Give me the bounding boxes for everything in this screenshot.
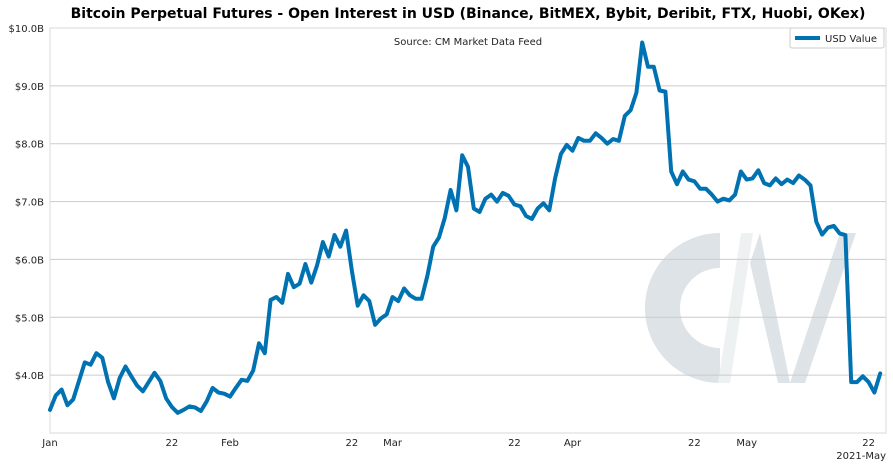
y-tick-label: $6.0B bbox=[15, 255, 44, 266]
y-tick-label: $5.0B bbox=[15, 313, 44, 324]
series-line-usd-value bbox=[48, 40, 883, 415]
x-tick-label: 22 bbox=[346, 438, 359, 449]
x-tick-label: Mar bbox=[383, 438, 403, 449]
x-offset-label: 2021-May bbox=[836, 451, 886, 462]
legend-box bbox=[789, 27, 885, 49]
x-tick-label: 22 bbox=[862, 438, 875, 449]
x-axis: Jan 22 Feb 22 Mar 22 Apr 22 May 22 bbox=[41, 438, 875, 449]
x-tick-label: May bbox=[736, 438, 757, 449]
y-tick-label: $8.0B bbox=[15, 140, 44, 151]
x-tick-label: 22 bbox=[508, 438, 521, 449]
y-tick-label: $7.0B bbox=[15, 198, 44, 209]
x-tick-label: Apr bbox=[564, 438, 582, 449]
x-tick-label: Feb bbox=[221, 438, 239, 449]
legend-label: USD Value bbox=[825, 34, 877, 45]
source-note: Source: CM Market Data Feed bbox=[394, 37, 542, 48]
y-tick-label: $4.0B bbox=[15, 371, 44, 382]
gridlines bbox=[50, 27, 886, 376]
y-tick-label: $10.0B bbox=[9, 24, 45, 35]
y-axis: $4.0B $5.0B $6.0B $7.0B $8.0B $9.0B $10.0B bbox=[9, 24, 45, 382]
x-tick-label: Jan bbox=[41, 438, 57, 449]
chart-title: Bitcoin Perpetual Futures - Open Interes… bbox=[71, 6, 866, 22]
series-layer bbox=[48, 40, 883, 415]
plot-frame bbox=[49, 27, 887, 434]
x-tick-label: 22 bbox=[688, 438, 701, 449]
x-tick-label: 22 bbox=[166, 438, 179, 449]
legend: USD Value bbox=[789, 27, 885, 49]
cm-watermark-logo bbox=[644, 232, 856, 383]
plot-border bbox=[49, 27, 887, 434]
y-tick-label: $9.0B bbox=[15, 82, 44, 93]
